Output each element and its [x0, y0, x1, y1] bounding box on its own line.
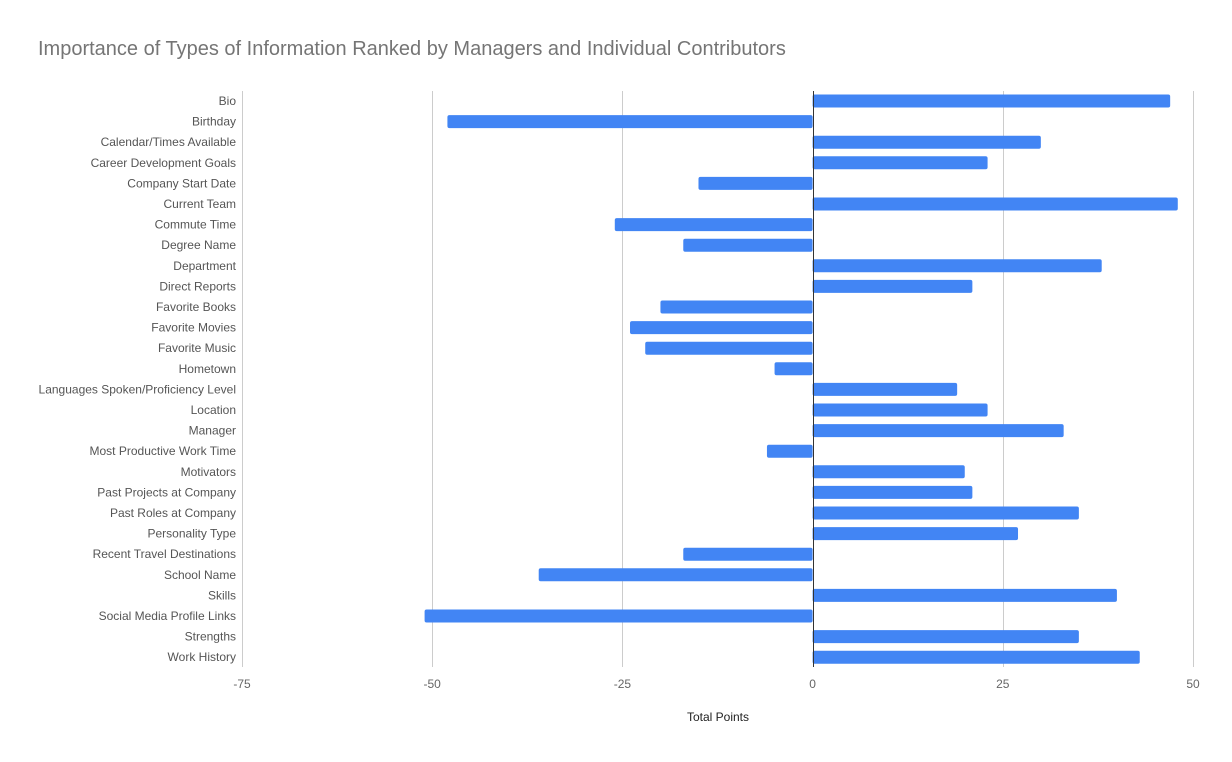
bar — [812, 465, 965, 479]
category-label: School Name — [164, 568, 236, 582]
chart-title: Importance of Types of Information Ranke… — [38, 38, 786, 60]
bar — [812, 485, 973, 499]
bar — [812, 382, 958, 396]
bar — [614, 218, 813, 232]
bar — [447, 115, 813, 129]
bar — [812, 259, 1102, 273]
category-label: Direct Reports — [159, 279, 236, 293]
category-label: Languages Spoken/Proficiency Level — [39, 382, 236, 396]
bar — [424, 609, 813, 623]
category-label: Favorite Music — [158, 341, 236, 355]
x-tick-label: -75 — [233, 677, 251, 691]
category-label: Birthday — [192, 115, 236, 129]
x-tick-label: 25 — [996, 677, 1010, 691]
bar — [812, 650, 1140, 664]
bar — [812, 279, 973, 293]
category-label: Career Development Goals — [91, 156, 236, 170]
category-label: Favorite Books — [156, 300, 236, 314]
category-label: Current Team — [164, 197, 236, 211]
category-label: Commute Time — [155, 218, 237, 232]
category-label: Manager — [189, 424, 236, 438]
bar — [812, 506, 1079, 520]
x-tick-label: 50 — [1186, 677, 1200, 691]
category-label: Bio — [219, 94, 237, 108]
bar — [774, 362, 813, 376]
category-label: Hometown — [179, 362, 236, 376]
bar — [645, 341, 813, 355]
bar — [538, 568, 813, 582]
bar — [812, 630, 1079, 644]
bar — [683, 238, 813, 252]
category-label: Most Productive Work Time — [90, 444, 237, 458]
category-label: Work History — [168, 650, 236, 664]
x-tick-label: 0 — [809, 677, 816, 691]
bar — [630, 321, 813, 335]
bar — [812, 527, 1019, 541]
category-label: Location — [191, 403, 236, 417]
category-label: Motivators — [181, 465, 236, 479]
category-label: Degree Name — [161, 238, 236, 252]
category-label: Skills — [208, 588, 236, 602]
category-label: Recent Travel Destinations — [93, 547, 236, 561]
x-tick-label: -25 — [614, 677, 632, 691]
bar — [812, 135, 1041, 149]
bar — [812, 403, 988, 417]
bar — [660, 300, 813, 314]
category-label: Company Start Date — [127, 176, 236, 190]
x-tick-labels: -75 -50 -25 0 25 50 — [233, 677, 1200, 691]
x-tick-label: -50 — [424, 677, 442, 691]
category-label: Strengths — [185, 630, 236, 644]
category-label: Past Roles at Company — [110, 506, 236, 520]
category-label: Personality Type — [148, 527, 237, 541]
bar — [812, 197, 1178, 211]
category-labels: Bio Birthday Calendar/Times Available Caree… — [39, 94, 237, 664]
bar — [683, 547, 813, 561]
bar — [812, 424, 1064, 438]
category-label: Social Media Profile Links — [99, 609, 236, 623]
bar — [812, 156, 988, 170]
category-label: Past Projects at Company — [97, 485, 236, 499]
category-label: Department — [173, 259, 236, 273]
category-label: Favorite Movies — [151, 321, 236, 335]
bars — [424, 94, 1178, 664]
bar — [812, 588, 1117, 602]
bar — [698, 176, 813, 190]
bar — [766, 444, 813, 458]
x-axis-title: Total Points — [687, 710, 749, 724]
category-label: Calendar/Times Available — [101, 135, 237, 149]
bar — [812, 94, 1171, 108]
